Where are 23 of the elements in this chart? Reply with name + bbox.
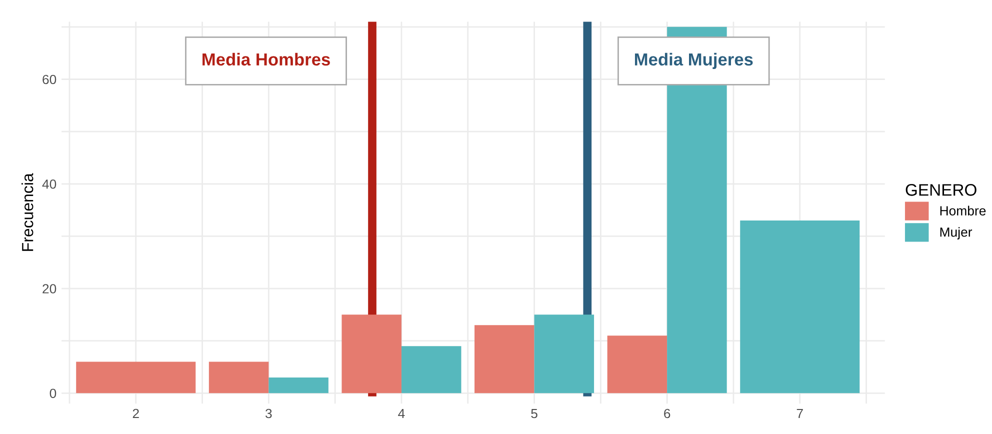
- y-tick-label: 60: [42, 74, 56, 84]
- bar: [534, 314, 594, 394]
- y-tick-label: 20: [42, 284, 56, 294]
- bar: [401, 346, 462, 394]
- legend-label: Mujer: [940, 227, 972, 240]
- y-tick-label: 40: [42, 179, 56, 189]
- legend-label: Hombre: [940, 206, 986, 216]
- y-tick-label: 0: [50, 388, 56, 398]
- ref-line-label: Media Hombres: [202, 52, 330, 66]
- legend-title: GENERO: [906, 184, 976, 196]
- x-tick-label: 3: [266, 408, 272, 418]
- x-tick-label: 5: [531, 408, 538, 418]
- bar: [474, 325, 534, 394]
- x-tick-label: 4: [398, 408, 405, 418]
- bar: [342, 314, 402, 394]
- y-axis-title: Frecuencia: [22, 173, 34, 251]
- x-tick-label: 7: [796, 408, 803, 418]
- bar: [268, 377, 328, 394]
- x-tick-label: 6: [664, 408, 670, 418]
- ref-line-label: Media Mujeres: [634, 52, 753, 70]
- bar: [208, 362, 269, 394]
- x-tick-label: 2: [132, 408, 139, 418]
- bar: [607, 336, 668, 394]
